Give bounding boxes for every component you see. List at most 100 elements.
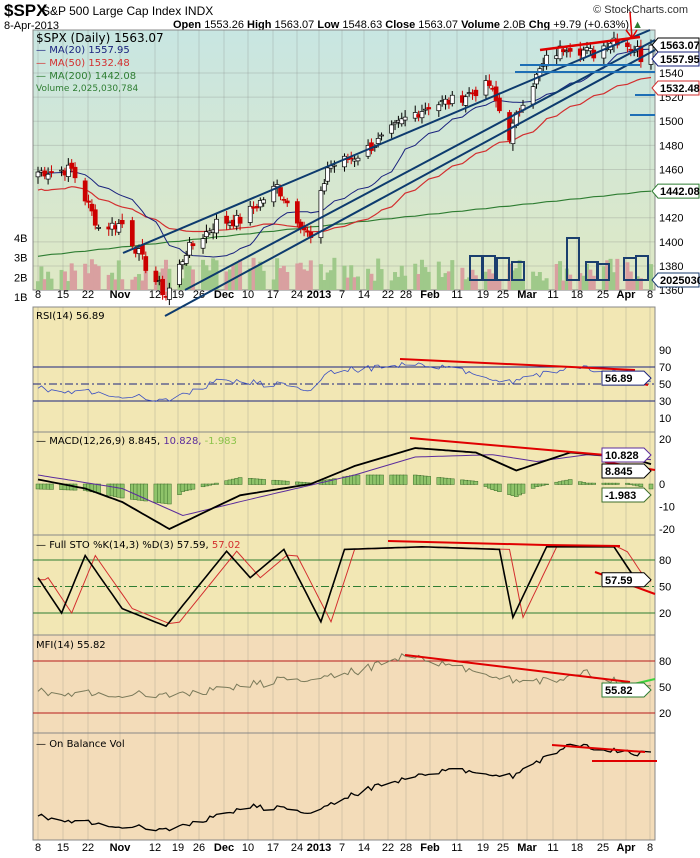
- volume-bar: [113, 279, 118, 290]
- ma50-line: [37, 76, 652, 233]
- macd-histogram-bar: [638, 483, 644, 487]
- legend-ma20: — MA(20) 1557.95: [36, 45, 130, 56]
- rsi-value: 56.89: [605, 373, 633, 385]
- ma20-line: [37, 48, 652, 258]
- macd-hist-tag: [601, 487, 652, 503]
- x-tick-label: Nov: [110, 289, 132, 301]
- volume-bar: [329, 270, 334, 290]
- volume-bar: [305, 270, 310, 290]
- obv-text: On Balance Vol: [49, 739, 125, 750]
- resistance-line: [539, 35, 641, 52]
- legend-obv: — On Balance Vol: [36, 739, 125, 750]
- x-tick-label: 11: [547, 842, 558, 854]
- candle-body: [567, 48, 573, 52]
- x-tick-label: 18: [571, 289, 583, 301]
- ma200-line: [37, 190, 652, 257]
- mfi-value: 55.82: [605, 685, 633, 697]
- volume-bar: [62, 271, 67, 290]
- x-tick-label: 7: [339, 842, 345, 854]
- macd-histogram-bar: [49, 483, 54, 490]
- macd-histogram-bar: [426, 476, 431, 485]
- volume-bar: [184, 259, 189, 290]
- x-tick-label: 10: [242, 842, 254, 854]
- volume-tick-label: 1B: [14, 292, 27, 304]
- x-tick-label: 19: [477, 289, 489, 301]
- x-tick-label: 26: [193, 289, 205, 301]
- x-tick-label: 11: [451, 842, 462, 854]
- volume-bar: [591, 275, 596, 290]
- rsi-divergence-line: [399, 358, 636, 371]
- x-tick-label: 24: [291, 842, 303, 854]
- x-tick-label: Dec: [214, 289, 234, 301]
- rsi-panel: [32, 306, 656, 433]
- candle-body: [342, 155, 347, 168]
- y-tick-label: 1480: [659, 140, 683, 152]
- volume-bar: [443, 273, 448, 290]
- volume-bar: [345, 277, 350, 290]
- x-tick-label: 24: [291, 289, 303, 301]
- candle-body: [153, 270, 159, 283]
- volume-bar: [561, 280, 566, 290]
- volume-bar: [463, 279, 468, 290]
- volume-bar: [376, 258, 381, 290]
- volume-bar: [224, 271, 229, 290]
- x-tick-label: 22: [382, 842, 394, 854]
- candle-body: [392, 122, 398, 125]
- ma50-tag: [651, 80, 700, 96]
- candle-body: [224, 215, 229, 224]
- macd-tick-label: -10: [659, 502, 675, 514]
- x-tick-label: 25: [497, 289, 509, 301]
- volume-bar: [403, 275, 408, 290]
- candle-body: [389, 124, 395, 134]
- y-tick-label: 1460: [659, 164, 683, 176]
- candle-body: [325, 167, 331, 182]
- volume-bar: [460, 267, 465, 290]
- y-tick-label: 1360: [659, 285, 683, 297]
- volume-bar: [86, 273, 91, 290]
- macd-histogram-bar: [119, 483, 125, 499]
- volume-bar: [258, 261, 263, 290]
- x-tick-label: Dec: [214, 842, 234, 854]
- volume-bar: [42, 279, 47, 290]
- macd-tag: [601, 463, 652, 479]
- volume-bar: [285, 271, 290, 290]
- x-tick-label: 11: [451, 289, 462, 301]
- open-value: 1553.26: [204, 19, 244, 31]
- ma200-tag: [651, 183, 700, 199]
- sto-divergence-line: [544, 544, 621, 547]
- x-tick-label: 15: [57, 289, 69, 301]
- volume-highlight-box: [496, 257, 510, 281]
- ma50-value: 1532.48: [660, 83, 700, 95]
- candle-body: [45, 173, 51, 180]
- x-tick-label: 7: [339, 289, 345, 301]
- y-tick-label: 1380: [659, 261, 683, 273]
- x-tick-label: 25: [597, 842, 609, 854]
- volume-bar: [73, 270, 78, 290]
- x-tick-label: 2013: [307, 842, 331, 854]
- volume-bar: [349, 265, 354, 290]
- macd-signal-text: 10.828,: [163, 436, 202, 447]
- volume-bar: [66, 281, 71, 290]
- x-tick-label: 10: [242, 289, 254, 301]
- volume-bar: [517, 259, 522, 290]
- volume-bar: [39, 266, 44, 290]
- obv-divergence-line: [551, 744, 646, 753]
- exchange: INDX: [184, 4, 214, 18]
- candle-body: [486, 80, 492, 86]
- macd-text: MACD(12,26,9) 8.845,: [49, 436, 161, 447]
- candle-body: [42, 170, 48, 177]
- x-tick-label: Mar: [517, 289, 537, 301]
- volume-bar: [413, 263, 418, 290]
- chart-date: 8-Apr-2013: [4, 20, 60, 32]
- x-tick-label: 22: [82, 842, 94, 854]
- mfi-tick-label: 80: [659, 656, 671, 668]
- volume-bar: [36, 281, 40, 290]
- volume-bar: [167, 268, 172, 290]
- macd-histogram-bar: [190, 483, 196, 490]
- volume-value: 2025030: [660, 275, 700, 287]
- rsi-tick-label: 70: [659, 362, 671, 374]
- mfi-line: [37, 653, 652, 699]
- volume-tick-label: 4B: [14, 233, 27, 245]
- candle-body: [247, 205, 253, 223]
